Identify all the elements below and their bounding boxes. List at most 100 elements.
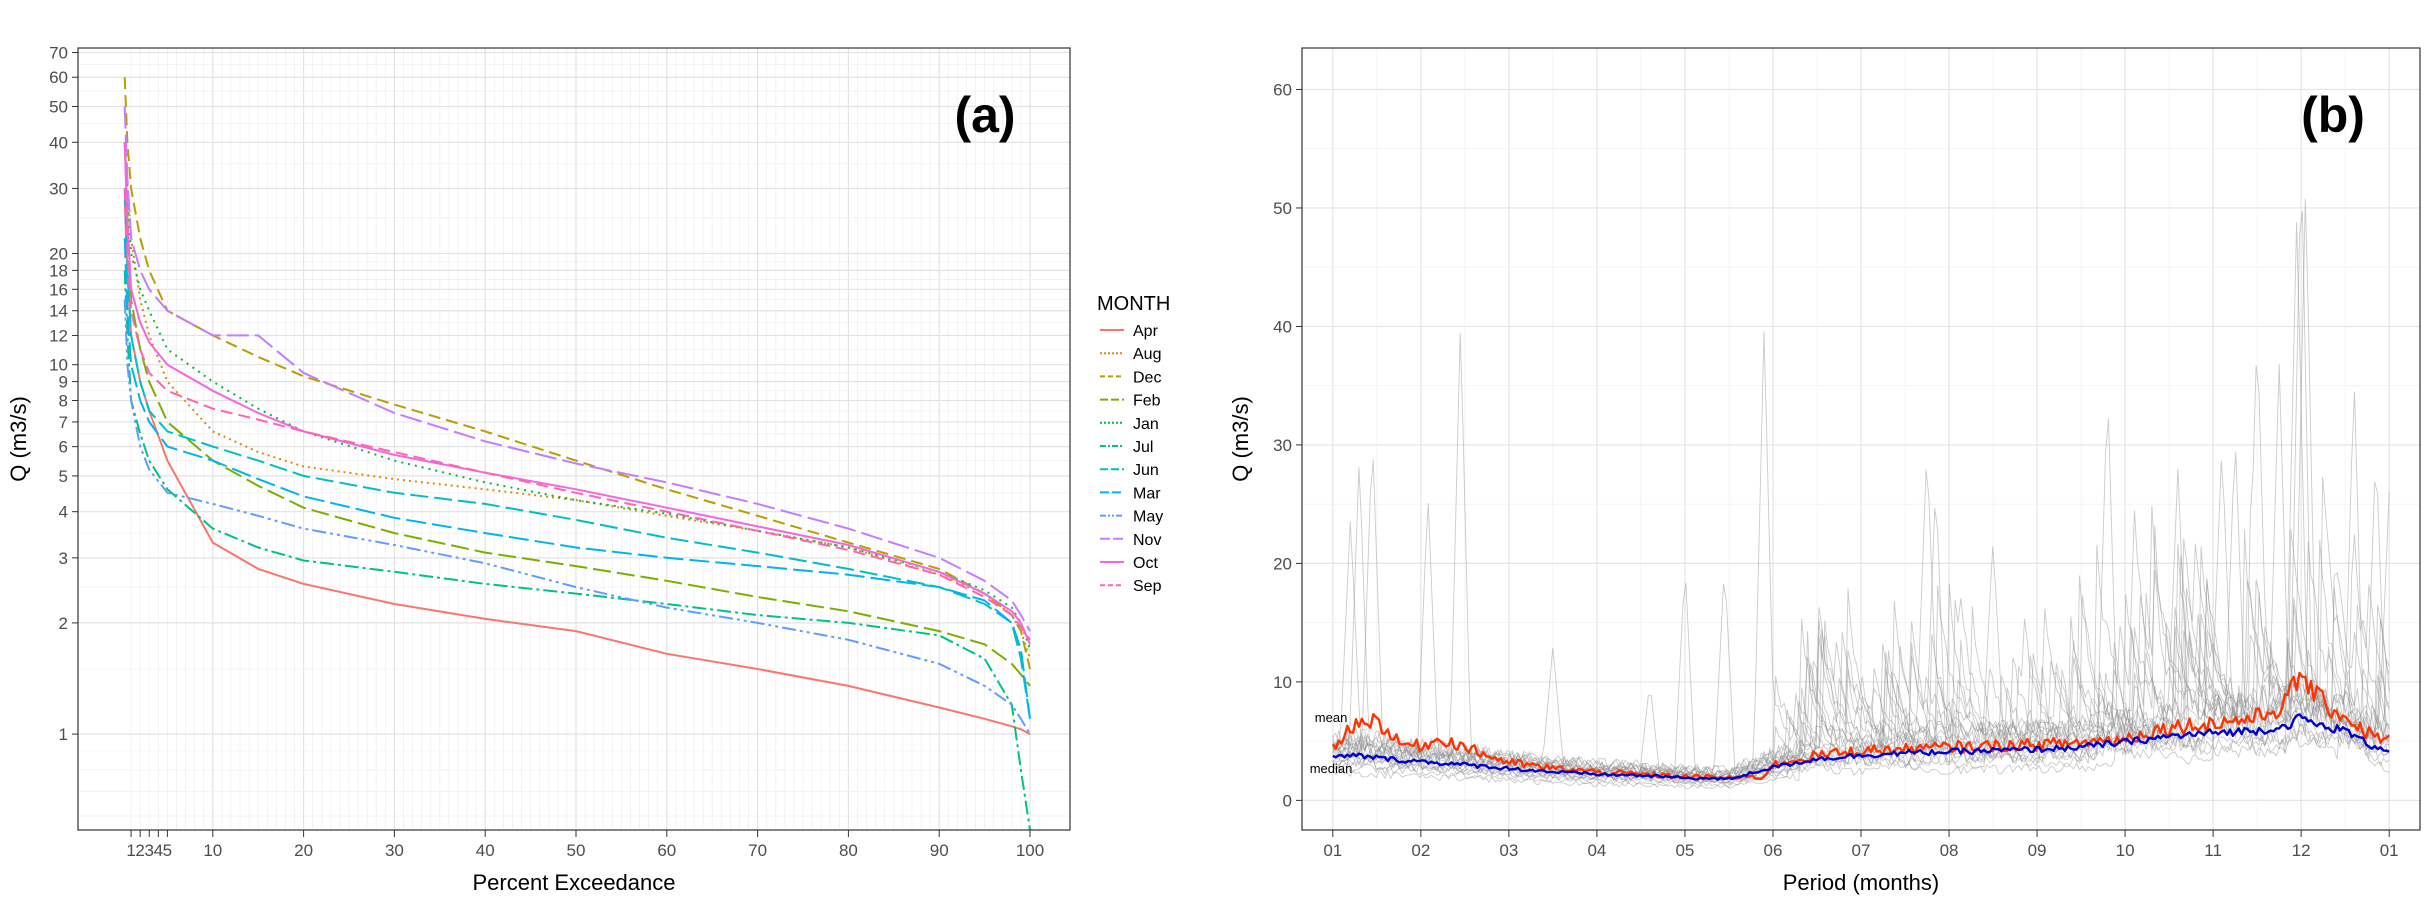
x-axis-ticks-b: 01 02 03 04 05 06 07 08 09 10 11 12 01 xyxy=(1323,830,2399,860)
series-line-nov xyxy=(123,106,1031,632)
x-tick-label: 50 xyxy=(567,841,586,860)
x-tick-label: 01 xyxy=(1323,841,1342,860)
x-tick-label: 05 xyxy=(1675,841,1694,860)
x-tick-label: 4 xyxy=(154,841,163,860)
x-tick-label: 80 xyxy=(839,841,858,860)
x-tick-label: 11 xyxy=(2204,841,2222,860)
legend-item-jan: Jan xyxy=(1100,416,1159,433)
y-tick-label: 6 xyxy=(59,438,68,457)
y-tick-label: 2 xyxy=(59,614,68,633)
x-tick-label: 90 xyxy=(930,841,949,860)
year-trace xyxy=(1332,469,2390,774)
series-line-may xyxy=(123,299,1031,735)
panel-label-a: (a) xyxy=(954,87,1015,143)
year-trace xyxy=(1332,460,2390,778)
y-tick-label: 7 xyxy=(59,413,68,432)
series-line-sep xyxy=(123,188,1031,641)
year-trace xyxy=(1332,460,2390,779)
legend-label: Nov xyxy=(1133,532,1161,549)
year-trace xyxy=(1332,198,2390,777)
legend-label: Mar xyxy=(1133,485,1161,502)
x-tick-label: 09 xyxy=(2028,841,2047,860)
y-tick-label: 40 xyxy=(1273,317,1292,336)
y-tick-label: 12 xyxy=(49,326,68,345)
y-tick-label: 18 xyxy=(49,261,68,280)
legend-item-jun: Jun xyxy=(1100,462,1159,479)
chart-panel-a: 1 2 3 4 5 10 20 30 40 50 60 70 80 90 100 1234567891012… xyxy=(6,44,1170,895)
legend-item-apr: Apr xyxy=(1100,323,1159,340)
y-tick-label: 60 xyxy=(49,68,68,87)
legend-label: Jul xyxy=(1133,439,1153,456)
x-tick-label: 40 xyxy=(476,841,495,860)
x-tick-label: 08 xyxy=(1940,841,1959,860)
series-line-mar xyxy=(123,238,1031,719)
x-tick-label: 1 xyxy=(126,841,135,860)
y-tick-label: 14 xyxy=(49,302,68,321)
y-tick-label: 40 xyxy=(49,133,68,152)
x-tick-label: 70 xyxy=(748,841,767,860)
y-tick-label: 50 xyxy=(49,97,68,116)
x-tick-label: 06 xyxy=(1764,841,1783,860)
x-tick-label: 01 xyxy=(2380,841,2399,860)
gridlines-b xyxy=(1302,48,2420,830)
y-tick-label: 30 xyxy=(49,179,68,198)
x-tick-label: 12 xyxy=(2292,841,2311,860)
x-tick-label: 02 xyxy=(1411,841,1430,860)
legend-item-feb: Feb xyxy=(1100,393,1161,410)
panel-label-b: (b) xyxy=(2301,87,2365,143)
y-tick-label: 70 xyxy=(49,44,68,63)
x-tick-label: 5 xyxy=(163,841,172,860)
y-tick-label: 8 xyxy=(59,391,68,410)
x-tick-label: 07 xyxy=(1852,841,1871,860)
y-tick-label: 30 xyxy=(1273,436,1292,455)
series-lines-a xyxy=(123,77,1031,831)
x-tick-label: 10 xyxy=(203,841,222,860)
year-trace xyxy=(1332,364,2390,784)
y-tick-label: 1 xyxy=(59,725,68,744)
y-tick-label: 9 xyxy=(59,373,68,392)
legend-label: Aug xyxy=(1133,346,1161,363)
legend-item-may: May xyxy=(1100,509,1163,526)
legend-label: May xyxy=(1133,509,1163,526)
chart-panel-b: 01 02 03 04 05 06 07 08 09 10 11 12 01 0 10 20 30 40 50 60… xyxy=(1228,47,2421,895)
series-line-jul xyxy=(123,270,1031,831)
series-line-median xyxy=(1332,713,2390,781)
year-trace xyxy=(1332,365,2390,776)
legend-item-dec: Dec xyxy=(1100,369,1161,386)
legend-title: MONTH xyxy=(1097,293,1170,315)
mean-annotation: mean xyxy=(1315,710,1348,725)
y-tick-label: 50 xyxy=(1273,199,1292,218)
x-axis-ticks-a: 1 2 3 4 5 10 20 30 40 50 60 70 80 90 100 xyxy=(126,830,1044,860)
series-line-aug xyxy=(123,142,1031,660)
legend-label: Apr xyxy=(1133,323,1159,340)
y-tick-label: 3 xyxy=(59,549,68,568)
y-tick-label: 10 xyxy=(49,356,68,375)
y-axis-title-b: Q (m3/s) xyxy=(1228,396,1253,482)
series-line-feb xyxy=(123,142,1031,687)
legend-label: Jun xyxy=(1133,462,1159,479)
year-trace xyxy=(1332,583,2390,784)
x-tick-label: 100 xyxy=(1016,841,1044,860)
y-tick-label: 5 xyxy=(59,467,68,486)
legend-label: Sep xyxy=(1133,578,1162,595)
plot-border-a xyxy=(77,47,1071,831)
legend-label: Oct xyxy=(1133,555,1158,572)
series-line-jun xyxy=(123,188,1031,719)
legend-label: Feb xyxy=(1133,393,1161,410)
x-tick-label: 04 xyxy=(1587,841,1606,860)
y-axis-ticks-b: 0 10 20 30 40 50 60 xyxy=(1273,80,1302,810)
x-tick-label: 30 xyxy=(385,841,404,860)
year-trace xyxy=(1332,391,2390,790)
y-axis-title-a: Q (m3/s) xyxy=(6,396,31,482)
legend-item-nov: Nov xyxy=(1100,532,1161,549)
x-tick-label: 3 xyxy=(145,841,154,860)
y-tick-label: 0 xyxy=(1283,791,1292,810)
y-tick-label: 20 xyxy=(49,244,68,263)
x-tick-label: 60 xyxy=(657,841,676,860)
x-tick-label: 03 xyxy=(1499,841,1518,860)
legend-item-oct: Oct xyxy=(1100,555,1158,572)
y-tick-label: 60 xyxy=(1273,80,1292,99)
